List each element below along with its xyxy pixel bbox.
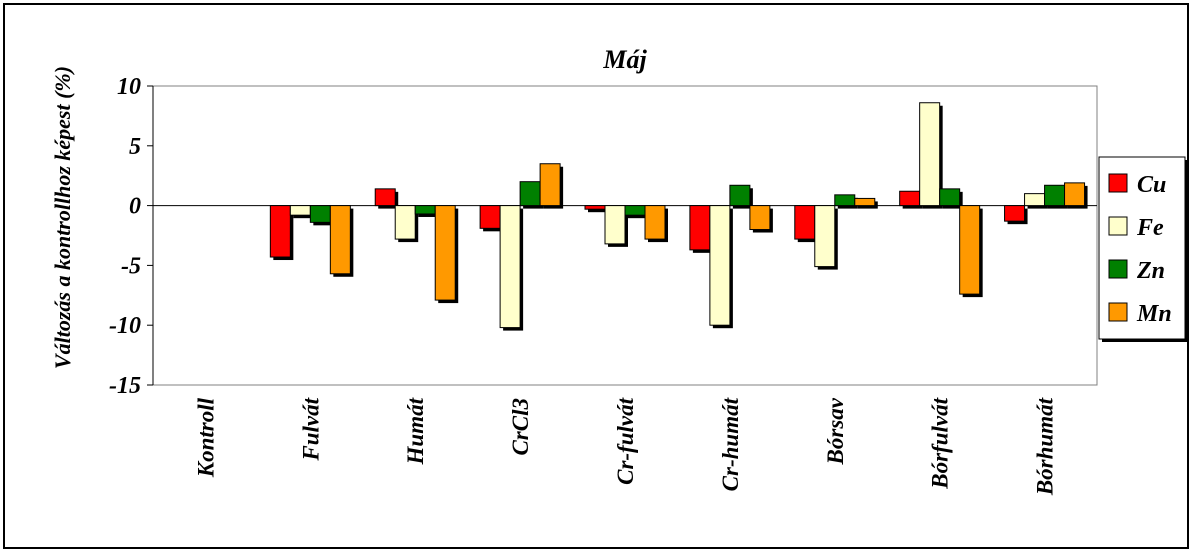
x-tick-label: Humát [403, 397, 428, 465]
x-tick-label: CrCl3 [508, 398, 533, 456]
bar-fe [814, 205, 836, 268]
legend-label-cu: Cu [1137, 172, 1166, 198]
bar-cu [584, 205, 606, 210]
bar-cu [269, 205, 291, 258]
bar-fe [394, 205, 416, 240]
bar-zn [414, 205, 436, 215]
bar-cu [899, 190, 921, 207]
bar-fe [919, 102, 941, 207]
bar-zn [519, 181, 541, 207]
legend-label-mn: Mn [1136, 301, 1172, 327]
bar-mn [749, 205, 771, 231]
x-tick-label: Bórhumát [1033, 397, 1058, 496]
y-tick-label: 10 [117, 74, 141, 100]
x-tick-label: Bórfulvát [928, 397, 953, 489]
x-tick-label: Bórsav [823, 397, 848, 465]
bar-fe [499, 205, 521, 329]
bar-fe [604, 205, 626, 245]
bar-fe [709, 205, 731, 326]
bar-mn [644, 205, 666, 240]
bar-fe [1024, 193, 1046, 207]
legend-swatch-cu [1108, 173, 1128, 193]
bar-cu [794, 205, 816, 240]
legend-swatch-fe [1108, 216, 1128, 236]
bar-zn [1044, 184, 1066, 207]
legend-swatch-zn [1108, 259, 1128, 279]
bar-zn [939, 188, 961, 207]
legend-label-fe: Fe [1136, 215, 1164, 241]
y-tick-label: 0 [129, 194, 141, 220]
bar-fe [289, 205, 311, 216]
bar-mn [1064, 182, 1086, 207]
bar-zn [309, 205, 331, 223]
bar-mn [539, 163, 561, 207]
y-axis: 10 5 0 -5 -10 -15 [109, 74, 154, 399]
bar-mn [854, 197, 876, 207]
y-tick-label: -10 [109, 313, 141, 339]
bar-cu [374, 188, 396, 207]
x-axis: Kontroll Fulvát Humát CrCl3 Cr-fulvát Cr-humá… [153, 205, 1097, 496]
x-tick-label: Cr-humát [718, 397, 743, 491]
y-tick-label: -5 [121, 253, 141, 279]
bar-cu [479, 205, 501, 229]
bar-zn [729, 184, 751, 207]
bar-shadow [588, 208, 608, 213]
bar-cu [1004, 205, 1026, 222]
bar-mn [329, 205, 351, 275]
bar-zn [834, 194, 856, 207]
y-tick-label: 5 [129, 134, 141, 160]
bars [269, 102, 1088, 331]
legend-label-zn: Zn [1136, 258, 1165, 284]
bar-mn [959, 205, 981, 295]
y-tick-label: -15 [109, 373, 141, 399]
x-tick-label: Fulvát [298, 397, 323, 461]
x-tick-label: Cr-fulvát [613, 397, 638, 485]
x-tick-label: Kontroll [193, 397, 218, 478]
chart-title: Máj [602, 45, 647, 74]
legend: Cu Fe Zn Mn [1098, 156, 1188, 342]
bar-cu [689, 205, 711, 251]
bar-zn [624, 205, 646, 216]
y-axis-title: Változás a kontrollhoz képest (%) [50, 66, 75, 369]
bar-mn [434, 205, 456, 301]
legend-swatch-mn [1108, 302, 1128, 322]
